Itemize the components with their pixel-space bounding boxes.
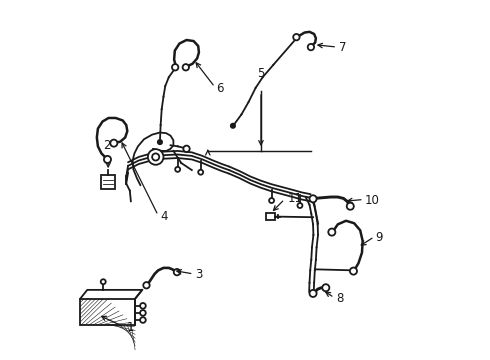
Circle shape	[110, 140, 118, 147]
Circle shape	[310, 195, 317, 202]
Circle shape	[269, 198, 274, 203]
Circle shape	[297, 203, 302, 208]
Bar	[101, 175, 115, 189]
Circle shape	[328, 229, 335, 236]
Circle shape	[140, 310, 146, 316]
Text: 11: 11	[288, 192, 302, 205]
Circle shape	[322, 284, 329, 291]
Circle shape	[140, 303, 146, 309]
Text: 1: 1	[126, 321, 134, 334]
Text: 4: 4	[160, 210, 168, 223]
Text: 2: 2	[103, 139, 110, 152]
Bar	[266, 213, 275, 220]
Text: 7: 7	[339, 41, 346, 54]
Circle shape	[104, 156, 111, 163]
Circle shape	[347, 203, 354, 210]
Circle shape	[308, 44, 314, 50]
Circle shape	[158, 140, 162, 144]
Circle shape	[143, 282, 149, 288]
Text: 10: 10	[365, 194, 380, 207]
Circle shape	[310, 290, 317, 297]
Bar	[80, 299, 135, 325]
Circle shape	[172, 64, 178, 71]
Circle shape	[231, 123, 235, 128]
Circle shape	[101, 279, 106, 284]
Text: 6: 6	[216, 82, 223, 95]
Circle shape	[293, 34, 299, 40]
Circle shape	[183, 64, 189, 71]
Circle shape	[198, 170, 203, 175]
Text: 8: 8	[336, 292, 343, 305]
Circle shape	[152, 153, 159, 161]
Text: 5: 5	[257, 67, 265, 80]
Circle shape	[183, 145, 190, 152]
Circle shape	[174, 269, 180, 275]
Circle shape	[148, 149, 164, 165]
Circle shape	[350, 267, 357, 275]
Text: 9: 9	[375, 231, 383, 244]
Text: 3: 3	[196, 268, 203, 281]
Circle shape	[175, 167, 180, 172]
Circle shape	[140, 317, 146, 323]
